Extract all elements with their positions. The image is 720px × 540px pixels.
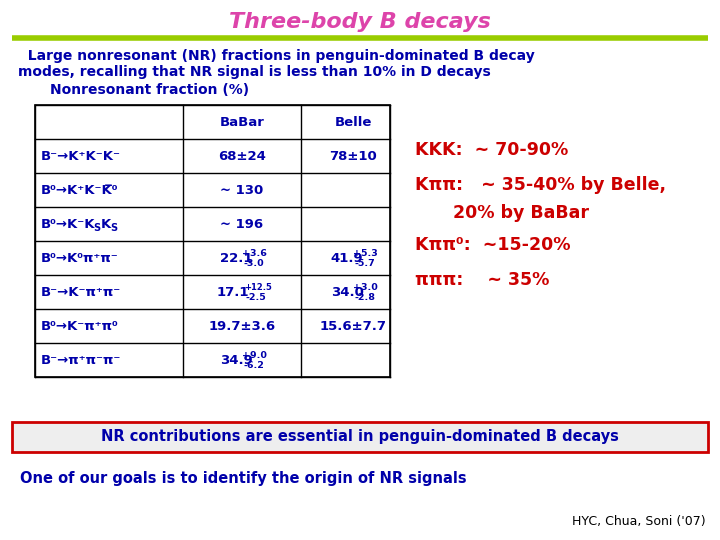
Text: BaBar: BaBar [220, 116, 264, 129]
Text: 20% by BaBar: 20% by BaBar [453, 204, 589, 222]
Text: -6.2: -6.2 [243, 361, 264, 370]
Text: KKK:  ~ 70-90%: KKK: ~ 70-90% [415, 141, 568, 159]
Text: -3.0: -3.0 [243, 260, 264, 268]
Text: +9.0: +9.0 [242, 350, 266, 360]
Text: Nonresonant fraction (%): Nonresonant fraction (%) [50, 83, 249, 97]
Text: HYC, Chua, Soni ('07): HYC, Chua, Soni ('07) [572, 516, 706, 529]
Text: B⁰→K⁰π⁺π⁻: B⁰→K⁰π⁺π⁻ [41, 252, 119, 265]
Text: 19.7±3.6: 19.7±3.6 [208, 320, 276, 333]
Text: 15.6±7.7: 15.6±7.7 [320, 320, 387, 333]
Text: 68±24: 68±24 [218, 150, 266, 163]
Text: B⁻→K⁻π⁺π⁻: B⁻→K⁻π⁺π⁻ [41, 286, 121, 299]
Text: πππ:    ~ 35%: πππ: ~ 35% [415, 271, 549, 289]
Text: Large nonresonant (NR) fractions in penguin-dominated B decay: Large nonresonant (NR) fractions in peng… [18, 49, 535, 63]
Text: 34.0: 34.0 [330, 286, 364, 299]
Text: B⁻→K⁺K⁻K⁻: B⁻→K⁺K⁻K⁻ [41, 150, 121, 163]
Text: 34.9: 34.9 [220, 354, 253, 367]
Bar [12, 422, 708, 452]
Text: -2.5: -2.5 [246, 294, 266, 302]
Text: B⁰→K⁻K: B⁰→K⁻K [41, 218, 96, 231]
Text: 17.1: 17.1 [217, 286, 249, 299]
Bar [35, 105, 390, 377]
Text: B⁻→π⁺π⁻π⁻: B⁻→π⁺π⁻π⁻ [41, 354, 122, 367]
Text: ~ 196: ~ 196 [220, 218, 264, 231]
Text: B⁰→K⁻π⁺π⁰: B⁰→K⁻π⁺π⁰ [41, 320, 119, 333]
Text: +5.3: +5.3 [353, 248, 377, 258]
Text: -5.7: -5.7 [355, 260, 375, 268]
Text: S: S [93, 223, 100, 233]
Text: 22.1: 22.1 [220, 252, 252, 265]
Text: NR contributions are essential in penguin-dominated B decays: NR contributions are essential in pengui… [101, 429, 619, 444]
Text: ~ 130: ~ 130 [220, 184, 264, 197]
Text: +12.5: +12.5 [244, 282, 272, 292]
Text: modes, recalling that NR signal is less than 10% in D decays: modes, recalling that NR signal is less … [18, 65, 491, 79]
Text: Kππ:   ~ 35-40% by Belle,: Kππ: ~ 35-40% by Belle, [415, 176, 666, 194]
Text: K: K [101, 218, 112, 231]
Text: Kππ⁰:  ~15-20%: Kππ⁰: ~15-20% [415, 236, 570, 254]
Text: +3.6: +3.6 [242, 248, 266, 258]
Text: S: S [110, 223, 117, 233]
Text: B⁰→K⁺K⁻K̅⁰: B⁰→K⁺K⁻K̅⁰ [41, 184, 119, 197]
Text: 41.9: 41.9 [330, 252, 364, 265]
Text: 78±10: 78±10 [329, 150, 377, 163]
Text: Three-body B decays: Three-body B decays [229, 12, 491, 32]
Text: Belle: Belle [334, 116, 372, 129]
Text: -2.8: -2.8 [354, 294, 376, 302]
Text: One of our goals is to identify the origin of NR signals: One of our goals is to identify the orig… [20, 470, 467, 485]
Text: +3.0: +3.0 [353, 282, 377, 292]
